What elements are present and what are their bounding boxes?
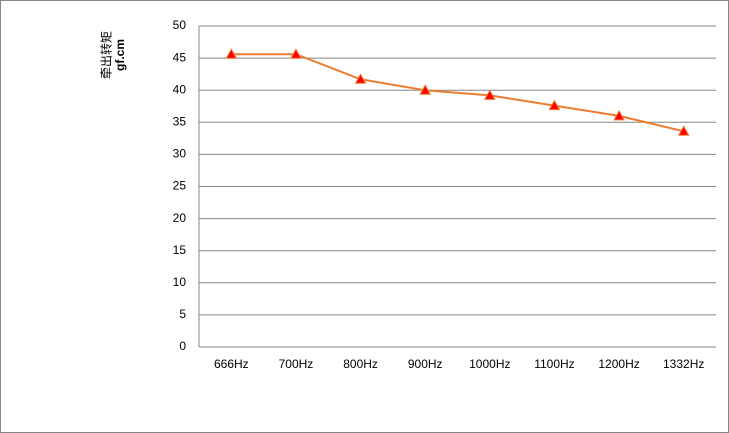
x-tick-label: 1200Hz bbox=[598, 357, 639, 371]
data-point bbox=[677, 125, 690, 136]
x-tick-label: 1332Hz bbox=[663, 357, 704, 371]
data-point bbox=[483, 89, 496, 100]
x-tick-label: 1000Hz bbox=[469, 357, 510, 371]
y-tick-label: 10 bbox=[173, 275, 187, 289]
data-point bbox=[354, 73, 367, 84]
x-tick-label: 700Hz bbox=[279, 357, 314, 371]
data-point bbox=[225, 48, 238, 59]
y-tick-label: 15 bbox=[173, 243, 187, 257]
x-tick-label: 900Hz bbox=[408, 357, 443, 371]
series-line bbox=[231, 53, 684, 133]
y-tick-label: 5 bbox=[179, 307, 186, 321]
y-axis-label: 牵出转矩 gf.cm bbox=[99, 31, 128, 79]
y-tick-label: 50 bbox=[173, 18, 187, 32]
x-tick-label: 1100Hz bbox=[534, 357, 574, 371]
data-point bbox=[419, 84, 432, 95]
y-tick-label: 20 bbox=[173, 211, 187, 225]
data-point bbox=[290, 48, 302, 59]
x-tick-label: 800Hz bbox=[343, 357, 378, 371]
y-tick-label: 25 bbox=[173, 179, 187, 193]
data-point bbox=[613, 109, 625, 121]
y-tick-label: 35 bbox=[173, 114, 187, 128]
y-axis-title: 牵出转矩 bbox=[99, 31, 114, 79]
x-tick-label: 666Hz bbox=[214, 357, 249, 371]
data-point bbox=[548, 99, 561, 111]
y-tick-label: 40 bbox=[173, 82, 187, 96]
y-axis-unit: gf.cm bbox=[113, 39, 127, 71]
y-tick-label: 0 bbox=[179, 339, 186, 353]
y-tick-label: 45 bbox=[173, 50, 187, 64]
y-tick-label: 30 bbox=[173, 147, 187, 161]
